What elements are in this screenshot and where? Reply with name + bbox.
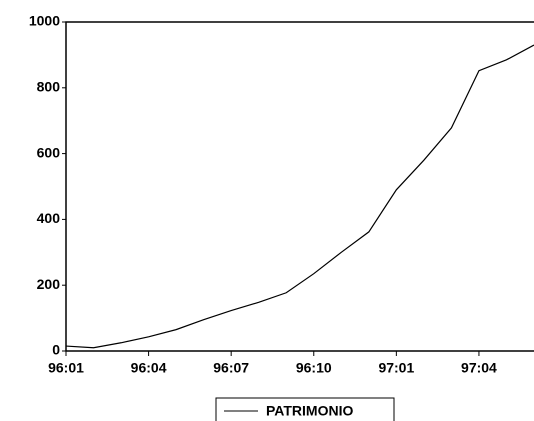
y-tick-label: 600 bbox=[37, 144, 61, 160]
x-tick-label: 97:04 bbox=[461, 360, 497, 376]
x-tick-label: 96:01 bbox=[48, 360, 84, 376]
y-tick-label: 400 bbox=[37, 210, 61, 226]
y-tick-label: 1000 bbox=[29, 13, 60, 29]
x-tick-label: 96:04 bbox=[131, 360, 167, 376]
data-line bbox=[65, 44, 534, 349]
legend-label: PATRIMONIO bbox=[266, 403, 353, 419]
y-tick-label: 800 bbox=[37, 79, 61, 95]
y-tick-label: 200 bbox=[37, 276, 61, 292]
legend: PATRIMONIO bbox=[215, 397, 395, 421]
y-tick-label: 0 bbox=[52, 342, 60, 358]
x-tick-label: 97:01 bbox=[378, 360, 414, 376]
axis-frame bbox=[65, 21, 534, 352]
legend-box bbox=[215, 397, 395, 421]
x-tick-label: 96:07 bbox=[213, 360, 249, 376]
x-tick-label: 96:10 bbox=[296, 360, 332, 376]
